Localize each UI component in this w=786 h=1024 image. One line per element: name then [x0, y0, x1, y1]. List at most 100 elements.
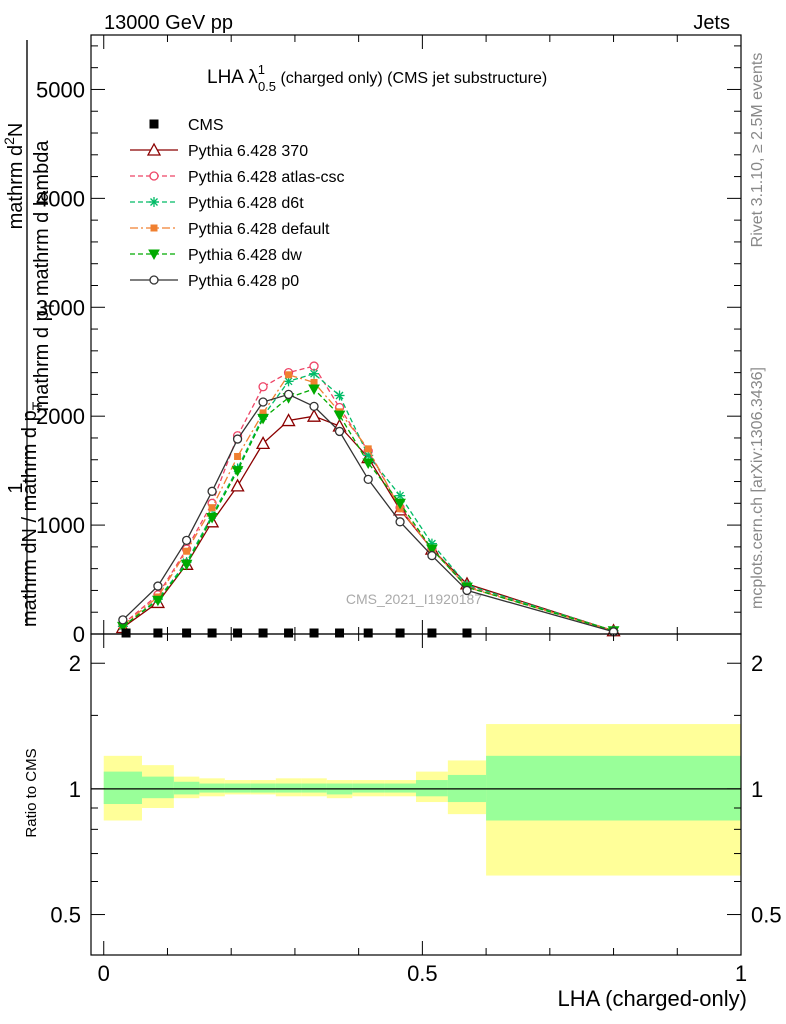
legend-item-cms: CMS: [149, 117, 224, 134]
header-left: 13000 GeV pp: [104, 12, 233, 34]
main-plot: LHA λ1 0.5 (charged only) (CMS jet substr…: [36, 34, 742, 647]
data-point-cms: [233, 628, 243, 638]
ratio-frame: [90, 633, 742, 956]
legend-marker-p0: [149, 275, 159, 285]
data-point-dw: [308, 384, 320, 395]
data-point-p370: [281, 413, 296, 427]
data-point-default: [183, 547, 191, 555]
data-point-dw: [426, 544, 438, 556]
ratio-band-inner: [384, 783, 416, 793]
data-point-cms: [363, 628, 373, 638]
ratio-band-inner: [275, 783, 302, 793]
data-point-dw: [231, 466, 244, 477]
series-line-default: [122, 374, 614, 632]
data-point-p0: [258, 397, 268, 407]
ratio-band-inner: [224, 783, 251, 793]
data-point-cms: [335, 628, 345, 638]
legend-label-d6t: Pythia 6.428 d6t: [188, 195, 304, 212]
series-cms: [121, 628, 472, 638]
ratio-band-inner: [352, 783, 385, 793]
data-point-p0: [283, 389, 294, 400]
data-point-d6t: [395, 490, 406, 501]
data-point-dw: [152, 595, 164, 607]
ratio-band-inner: [199, 783, 225, 793]
ratio-band-inner: [141, 776, 174, 799]
data-point-p0: [363, 474, 373, 484]
x-tick-label: 0.5: [407, 961, 438, 986]
series-p0: [118, 389, 619, 637]
data-point-default: [285, 371, 293, 379]
legend-item-atlas: Pythia 6.428 atlas-csc: [130, 169, 345, 186]
svg-text:mcplots.cern.ch [arXiv:1306.34: mcplots.cern.ch [arXiv:1306.3436]: [749, 367, 766, 609]
data-point-p0: [427, 550, 437, 561]
data-point-p370: [306, 408, 322, 422]
data-point-dw: [206, 512, 218, 524]
data-point-dw: [180, 559, 193, 571]
data-point-cms: [284, 628, 294, 638]
header-right: Jets: [693, 12, 730, 34]
main-y-tick-label: 5000: [36, 77, 85, 102]
side-label-mcplots: mcplots.cern.ch [arXiv:1306.3436]: [749, 367, 766, 609]
data-point-cms: [395, 628, 405, 638]
data-point-default: [259, 409, 267, 417]
x-axis-label: LHA (charged-only): [557, 986, 747, 1011]
side-label-rivet: Rivet 3.1.10, ≥ 2.5M events: [749, 53, 766, 248]
data-point-p0: [334, 426, 345, 437]
data-point-p0: [118, 615, 128, 625]
legend-label-p0: Pythia 6.428 p0: [188, 273, 299, 290]
data-point-dw: [333, 410, 346, 422]
ylabel-numerator: mathrm d2N: [1, 123, 27, 230]
main-y-tick-label: 0: [73, 622, 85, 647]
series-line-d6t: [122, 372, 614, 632]
ratio-y-tick-label-left: 1: [69, 777, 81, 802]
legend-label-cms: CMS: [188, 117, 224, 134]
main-y-tick-label: 1000: [36, 513, 85, 538]
legend-marker-d6t: [149, 197, 159, 207]
legend-item-p370: Pythia 6.428 370: [130, 142, 308, 160]
legend-item-default: Pythia 6.428 default: [130, 221, 330, 238]
ratio-band-inner: [250, 783, 276, 793]
data-point-default: [234, 452, 242, 460]
ratio-band-inner: [301, 783, 327, 793]
data-point-dw: [394, 498, 406, 510]
main-y-tick-label: 2000: [36, 404, 85, 429]
data-point-p370: [255, 436, 271, 450]
data-point-p0: [462, 585, 472, 596]
ratio-band-inner: [486, 755, 741, 821]
ratio-y-tick-label-left: 2: [69, 651, 81, 676]
ratio-band-inner: [173, 781, 200, 795]
data-point-dw: [362, 458, 375, 470]
data-point-cms: [121, 628, 131, 638]
legend-marker-default: [150, 224, 158, 232]
data-point-p0: [207, 486, 217, 496]
data-point-dw: [257, 413, 269, 425]
legend-label-dw: Pythia 6.428 dw: [188, 247, 302, 264]
data-point-cms: [207, 628, 217, 638]
data-point-p0: [153, 581, 163, 591]
ylabel-one: 1: [5, 482, 27, 493]
data-point-d6t: [309, 368, 320, 379]
legend-item-p0: Pythia 6.428 p0: [130, 273, 299, 290]
legend-label-default: Pythia 6.428 default: [188, 221, 330, 238]
legend: CMS Pythia 6.428 370 Pythia 6.428 atlas-cs…: [130, 117, 345, 290]
legend-label-atlas: Pythia 6.428 atlas-csc: [188, 169, 345, 186]
data-point-p0: [395, 517, 405, 527]
data-point-atlas: [258, 382, 268, 392]
data-point-p0: [181, 535, 192, 545]
series-line-dw: [122, 388, 614, 632]
svg-text:Rivet 3.1.10, ≥ 2.5M events: Rivet 3.1.10, ≥ 2.5M events: [749, 53, 766, 248]
legend-marker-atlas: [149, 171, 159, 181]
ratio-band-inner: [103, 771, 142, 805]
data-point-cms: [153, 628, 163, 638]
x-tick-label: 0: [98, 961, 110, 986]
ratio-y-tick-label-right: 0.5: [751, 903, 782, 928]
legend-item-dw: Pythia 6.428 dw: [130, 247, 302, 264]
analysis-watermark: CMS_2021_I1920187: [346, 591, 482, 607]
data-point-p370: [230, 478, 245, 492]
ratio-band-inner: [416, 780, 448, 797]
legend-marker-p370: [146, 142, 162, 156]
ratio-y-axis-label: Ratio to CMS: [23, 748, 40, 837]
main-y-tick-label: 4000: [36, 186, 85, 211]
x-tick-label: 1: [735, 961, 747, 986]
